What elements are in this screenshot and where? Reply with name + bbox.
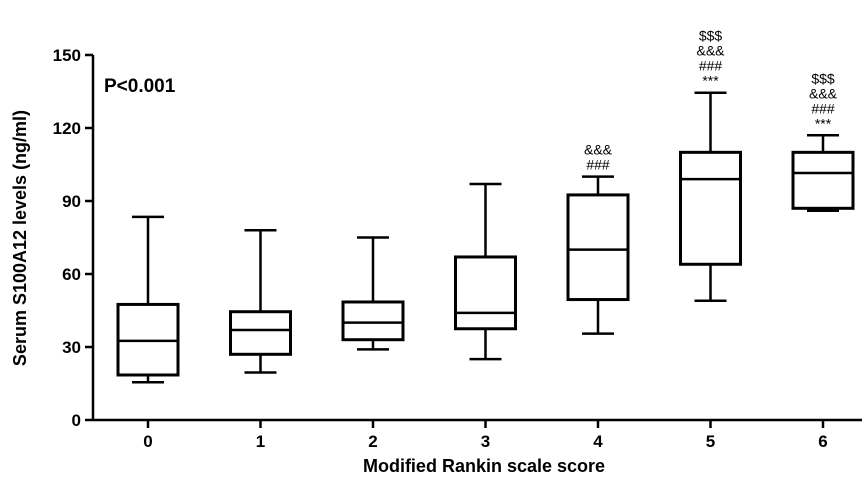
annotation-line: $$$	[699, 28, 723, 44]
x-tick-label: 2	[368, 432, 377, 451]
y-axis: 0 30 60 90 120 150	[53, 46, 95, 430]
annotation-line: &&&	[696, 43, 725, 59]
box-group	[791, 134, 855, 212]
iqr-box	[454, 255, 517, 331]
x-tick-label: 0	[143, 432, 152, 451]
annotation-line: ###	[586, 157, 610, 173]
annotation-line: ###	[699, 58, 723, 74]
y-tick-label: 150	[53, 46, 81, 65]
y-tick-label: 120	[53, 119, 81, 138]
box-group	[229, 228, 292, 374]
x-tick-label: 3	[481, 432, 490, 451]
x-tick-label: 4	[593, 432, 603, 451]
annotation-line: &&&	[809, 85, 838, 101]
iqr-box	[679, 150, 742, 266]
x-tick-label: 5	[706, 432, 715, 451]
box-group	[341, 236, 405, 351]
significance-annotations: &&&###$$$&&&###*** $$$&&&###***	[584, 28, 838, 173]
x-tick-label: 1	[256, 432, 265, 451]
y-axis-title: Serum S100A12 levels (ng/ml)	[10, 110, 30, 366]
iqr-box	[566, 193, 630, 302]
annotation-line: ***	[702, 73, 719, 89]
box-group	[679, 91, 742, 303]
y-tick-label: 90	[62, 192, 81, 211]
annotation-line: $$$	[811, 70, 835, 86]
box-group	[566, 175, 630, 335]
iqr-box	[341, 300, 405, 342]
box-series	[116, 91, 855, 384]
iqr-box	[791, 150, 855, 210]
x-axis-title: Modified Rankin scale score	[363, 456, 605, 476]
y-tick-label: 60	[62, 265, 81, 284]
box-group	[116, 215, 180, 384]
y-tick-label: 30	[62, 338, 81, 357]
annotation-line: ***	[815, 115, 832, 131]
x-axis: 0 1 2 3 4 5 6	[93, 418, 862, 451]
iqr-box	[229, 310, 292, 356]
x-tick-label: 6	[818, 432, 827, 451]
annotation-line: ###	[811, 100, 835, 116]
box-group	[454, 182, 517, 361]
annotation-line: &&&	[584, 142, 613, 158]
p-value-label: P<0.001	[104, 76, 176, 97]
y-tick-label: 0	[72, 411, 81, 430]
